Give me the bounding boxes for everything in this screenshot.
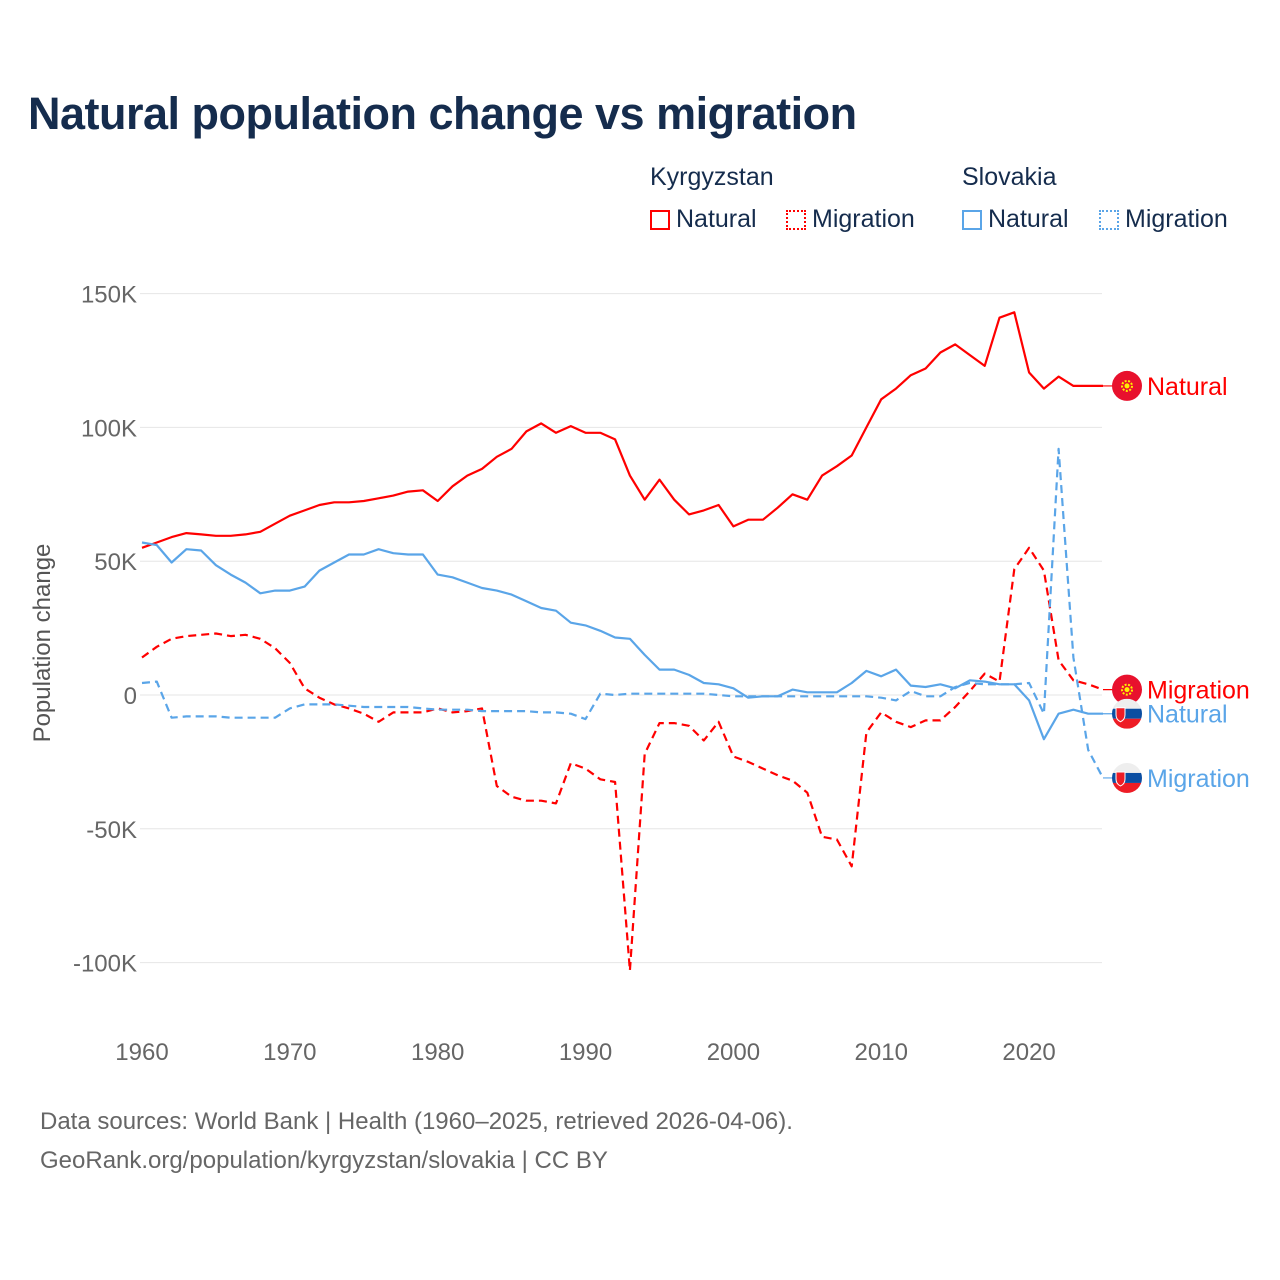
footer-attribution: GeoRank.org/population/kyrgyzstan/slovak…	[40, 1147, 608, 1174]
flag-stripes	[1112, 762, 1142, 793]
kyrgyzstan-flag-icon	[1112, 370, 1142, 401]
legend-label: Migration	[812, 205, 915, 233]
y-axis-label: Population change	[29, 544, 56, 743]
series-line-kyrgyzstan-migration	[141, 546, 1104, 972]
x-tick-label: 1990	[559, 1039, 612, 1066]
end-label: Migration	[1147, 677, 1250, 705]
sun-icon	[1121, 379, 1133, 392]
stripe-red	[1112, 782, 1142, 793]
sun-center	[1124, 687, 1130, 693]
legend-item-kyrgyzstan-natural[interactable]: Natural	[650, 205, 757, 234]
x-tick-label: 2020	[1002, 1039, 1055, 1066]
coat-of-arms-icon	[1115, 771, 1126, 787]
flag-stripes	[1112, 698, 1142, 729]
y-tick-label: 150K	[81, 282, 137, 309]
sun-center	[1124, 383, 1130, 389]
stripe-white	[1112, 762, 1142, 773]
legend-group-kyrgyzstan: Kyrgyzstan	[650, 163, 774, 191]
x-tick-label: 2010	[855, 1039, 908, 1066]
legend-item-slovakia-natural[interactable]: Natural	[962, 205, 1069, 234]
stripe-blue	[1112, 708, 1142, 719]
slovakia-flag-icon	[1112, 762, 1142, 793]
stripe-white	[1112, 698, 1142, 709]
dotted-swatch-icon	[786, 209, 806, 230]
legend-label: Natural	[676, 205, 757, 233]
end-label: Natural	[1147, 701, 1228, 729]
y-tick-label: 100K	[81, 415, 137, 442]
stripe-blue	[1112, 772, 1142, 783]
x-tick-label: 1960	[115, 1039, 168, 1066]
slovakia-flag-icon	[1112, 698, 1142, 729]
series-line-kyrgyzstan-natural	[141, 311, 1103, 549]
legend-group-slovakia: Slovakia	[962, 163, 1057, 191]
series-line-slovakia-migration	[141, 447, 1104, 779]
legend-item-kyrgyzstan-migration[interactable]: Migration	[786, 205, 915, 234]
x-tick-label: 2000	[707, 1039, 760, 1066]
chart-title: Natural population change vs migration	[28, 88, 857, 139]
y-tick-label: 50K	[94, 549, 137, 576]
legend-label: Migration	[1125, 205, 1228, 233]
stripe-red	[1112, 718, 1142, 729]
line-chart: 150K 100K 50K 0 -50K -100K 1960 1970 1980 1990 200…	[29, 282, 1250, 1066]
end-label: Migration	[1147, 765, 1250, 793]
dotted-swatch-icon	[1099, 209, 1119, 230]
sun-icon	[1121, 683, 1133, 696]
coat-of-arms-icon	[1115, 707, 1126, 723]
y-tick-label: 0	[124, 683, 137, 710]
legend-item-slovakia-migration[interactable]: Migration	[1099, 205, 1228, 234]
legend-label: Natural	[988, 205, 1069, 233]
end-label: Natural	[1147, 373, 1228, 401]
series-line-slovakia-natural	[141, 541, 1103, 741]
kyrgyzstan-flag-icon	[1112, 674, 1142, 705]
y-tick-label: -100K	[73, 951, 137, 978]
x-tick-label: 1970	[263, 1039, 316, 1066]
y-tick-label: -50K	[86, 817, 137, 844]
solid-swatch-icon	[650, 209, 670, 230]
solid-swatch-icon	[962, 209, 982, 230]
footer-sources: Data sources: World Bank | Health (1960–…	[40, 1108, 793, 1135]
x-tick-label: 1980	[411, 1039, 464, 1066]
